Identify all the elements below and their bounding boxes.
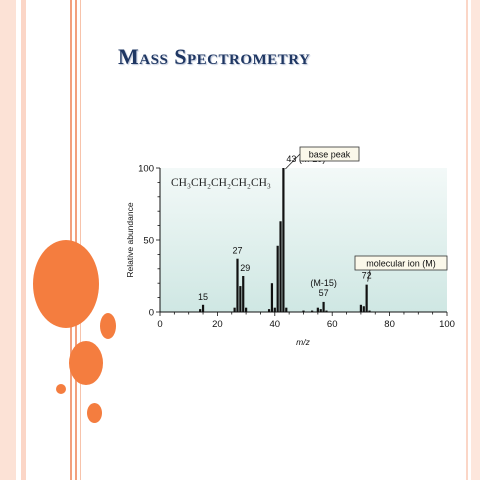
x-tick-label: 40 bbox=[270, 319, 281, 330]
y-tick-label: 0 bbox=[149, 308, 154, 319]
decor-stripe bbox=[21, 0, 26, 480]
x-tick-label: 0 bbox=[157, 319, 162, 330]
decor-line bbox=[75, 0, 77, 480]
y-axis-label: Relative abundance bbox=[125, 202, 135, 277]
spectrum-peak bbox=[302, 310, 305, 312]
decor-stripe bbox=[0, 0, 16, 480]
spectrum-peak bbox=[233, 307, 236, 312]
spectrum-peak bbox=[325, 310, 328, 312]
decor-circle-small bbox=[100, 313, 116, 339]
spectrum-peak bbox=[368, 310, 371, 312]
spectrum-peak bbox=[273, 307, 276, 312]
slide-title: Mass Spectrometry bbox=[118, 44, 311, 69]
x-tick-label: 100 bbox=[439, 319, 455, 330]
decor-circle-large bbox=[33, 240, 99, 328]
decor-dot bbox=[56, 384, 66, 394]
spectrum-peak bbox=[267, 309, 271, 312]
spectrum-peak bbox=[319, 309, 322, 312]
peak-label: (M-15) bbox=[310, 278, 337, 288]
peak-label: 29 bbox=[240, 263, 250, 273]
spectrum-peak bbox=[282, 168, 285, 312]
spectrum-peak bbox=[311, 310, 314, 312]
y-tick-label: 100 bbox=[138, 164, 154, 175]
callout-label: molecular ion (M) bbox=[366, 259, 436, 269]
spectrum-peak bbox=[236, 258, 239, 312]
y-tick-label: 50 bbox=[143, 236, 154, 247]
callout-box bbox=[299, 146, 360, 162]
callout-box bbox=[354, 255, 448, 271]
x-tick-label: 60 bbox=[327, 319, 338, 330]
decor-line bbox=[466, 0, 468, 480]
spectrum-peak bbox=[316, 307, 319, 312]
callout-label: base peak bbox=[309, 150, 351, 160]
decor-stripe bbox=[471, 0, 480, 480]
spectrum-peak bbox=[279, 221, 282, 312]
peak-label: 72 bbox=[362, 271, 372, 281]
decor-circle-tiny bbox=[87, 403, 102, 423]
spectrum-peak bbox=[322, 301, 325, 312]
spectrum-peak bbox=[242, 276, 245, 312]
spectrum-peak bbox=[245, 307, 248, 312]
plot-area bbox=[160, 168, 447, 312]
spectrum-peak bbox=[365, 284, 368, 312]
molecule-formula: CH₃CH₂CH₂CH₂CH₃ bbox=[171, 177, 271, 189]
peak-label: 15 bbox=[198, 292, 208, 302]
x-tick-label: 80 bbox=[384, 319, 395, 330]
spectrum-peak bbox=[362, 306, 365, 312]
x-tick-label: 20 bbox=[212, 319, 223, 330]
spectrum-peak bbox=[359, 304, 362, 312]
spectrum-peak bbox=[270, 283, 274, 312]
spectrum-peak bbox=[276, 245, 279, 312]
x-axis-label: m/z bbox=[296, 337, 310, 347]
peak-label: 27 bbox=[232, 246, 242, 256]
callout-leader bbox=[367, 269, 371, 282]
spectrum-peak bbox=[201, 304, 205, 312]
peak-label: 57 bbox=[319, 288, 329, 298]
spectrum-peak bbox=[199, 309, 202, 312]
spectrum-peak bbox=[285, 307, 288, 312]
decor-circle-medium bbox=[69, 341, 103, 385]
callout-leader bbox=[285, 153, 301, 170]
decor-line bbox=[80, 0, 81, 480]
spectrum-peak bbox=[239, 286, 242, 312]
